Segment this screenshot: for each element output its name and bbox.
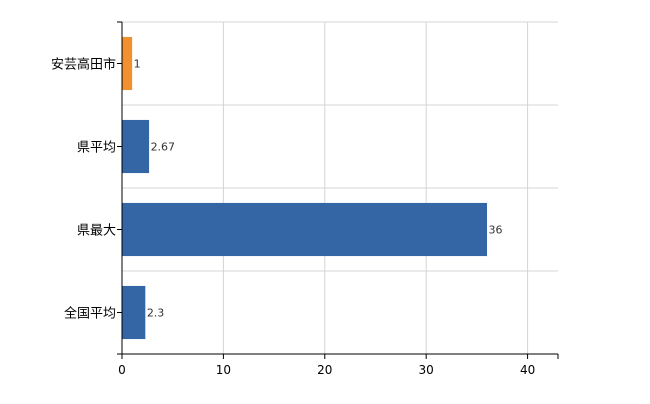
category-tick-label: 安芸高田市 — [51, 57, 116, 73]
bar-value-label: 36 — [489, 224, 503, 237]
x-axis-tick-label: 10 — [216, 363, 231, 377]
category-tick-label: 全国平均 — [64, 306, 116, 322]
category-tick-label: 県最大 — [77, 224, 116, 239]
x-axis-tick-label: 40 — [520, 363, 535, 377]
bars: 1 2.67 36 2.3 — [122, 36, 503, 340]
x-axis-tick-label: 30 — [419, 363, 434, 377]
x-axis-tick-label: 20 — [317, 363, 332, 377]
category-tick-label: 県平均 — [77, 141, 116, 156]
bar-value-label: 2.67 — [151, 141, 176, 154]
bar-value-label: 2.3 — [147, 307, 165, 320]
bar — [122, 202, 488, 257]
bar — [122, 285, 146, 340]
gridlines — [122, 21, 558, 355]
bar — [122, 36, 133, 91]
x-axis-tick-label: 0 — [118, 363, 126, 377]
bar — [122, 119, 150, 174]
bar-value-label: 1 — [134, 58, 141, 71]
